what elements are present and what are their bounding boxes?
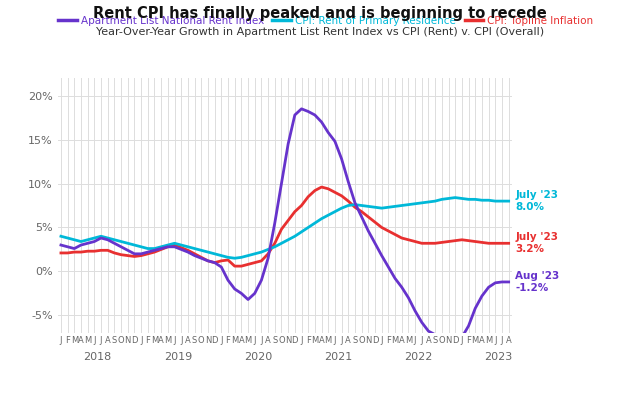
Text: 2019: 2019 <box>164 352 192 362</box>
Legend: Apartment List National Rent Index, CPI: Rent of Primary Residence, CPI: Topline: Apartment List National Rent Index, CPI:… <box>54 12 598 30</box>
Text: 2021: 2021 <box>324 352 353 362</box>
Text: 2022: 2022 <box>404 352 433 362</box>
Text: 2018: 2018 <box>84 352 112 362</box>
Text: July '23
8.0%: July '23 8.0% <box>515 190 558 212</box>
Text: Rent CPI has finally peaked and is beginning to recede: Rent CPI has finally peaked and is begin… <box>93 6 547 21</box>
Text: July '23
3.2%: July '23 3.2% <box>515 233 558 254</box>
Text: Aug '23
-1.2%: Aug '23 -1.2% <box>515 271 559 293</box>
Text: Year-Over-Year Growth in Apartment List Rent Index vs CPI (Rent) v. CPI (Overall: Year-Over-Year Growth in Apartment List … <box>96 27 544 37</box>
Text: 2023: 2023 <box>484 352 513 362</box>
Text: 2020: 2020 <box>244 352 272 362</box>
